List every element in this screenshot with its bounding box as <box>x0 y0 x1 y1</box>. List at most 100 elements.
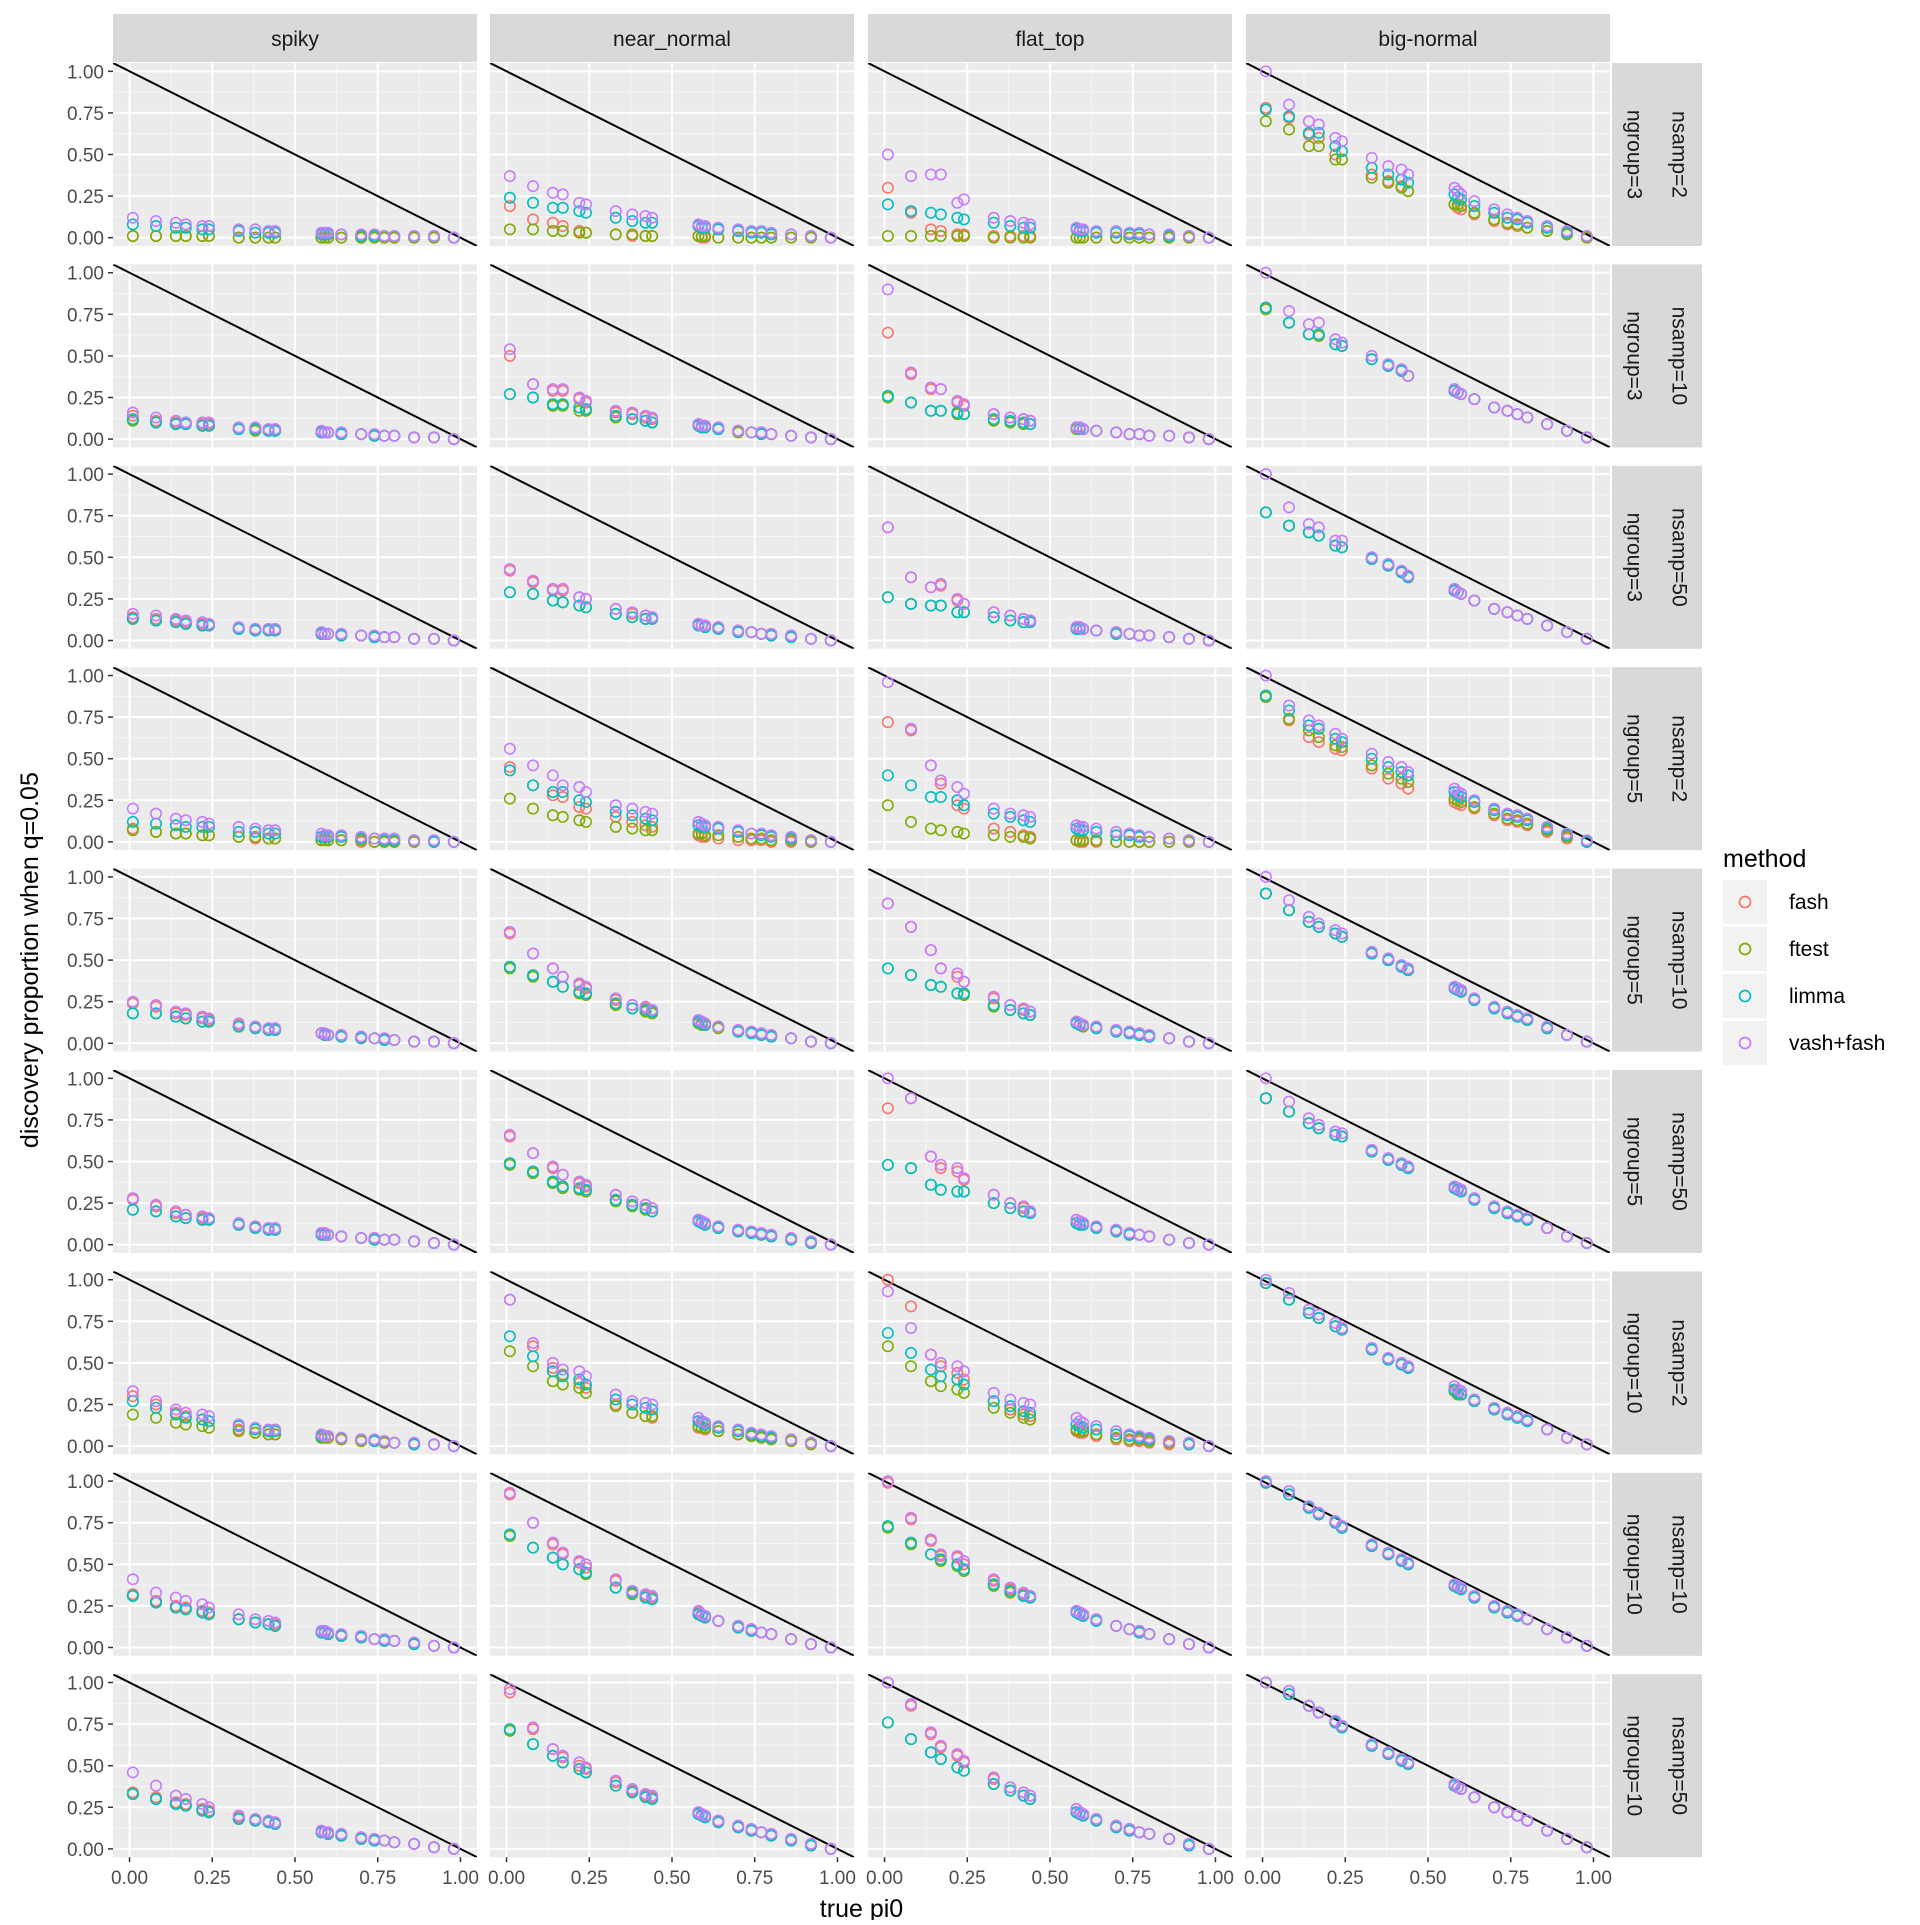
data-point <box>1329 333 1342 346</box>
data-point <box>1521 215 1534 228</box>
data-point <box>881 1716 894 1729</box>
data-point <box>202 1415 215 1428</box>
data-point <box>1382 358 1395 371</box>
data-point <box>1077 423 1090 436</box>
y-tick-label: 0.50 <box>67 750 104 771</box>
y-tick-label: 0.75 <box>67 1312 104 1333</box>
data-point <box>447 1238 460 1251</box>
data-point <box>1024 1789 1037 1802</box>
data-point <box>732 1023 745 1036</box>
data-point <box>1335 1719 1348 1732</box>
data-point <box>934 577 947 590</box>
data-point <box>1335 1321 1348 1334</box>
data-point <box>1580 230 1593 243</box>
data-point <box>1488 602 1501 615</box>
data-point <box>556 970 569 983</box>
data-point <box>1090 225 1103 238</box>
data-point <box>905 170 918 183</box>
x-tick-label: 0.25 <box>1327 1868 1364 1889</box>
data-point <box>556 1180 569 1193</box>
reference-line <box>113 868 477 1052</box>
data-point <box>126 409 139 422</box>
data-point <box>573 1759 586 1772</box>
x-tick-label: 0.25 <box>571 1868 608 1889</box>
data-point <box>626 1195 639 1208</box>
data-point <box>388 1033 401 1046</box>
data-point <box>1163 1435 1176 1448</box>
data-point <box>1488 206 1501 219</box>
data-point <box>1312 131 1325 144</box>
data-point <box>881 962 894 975</box>
data-point <box>262 1814 275 1827</box>
data-point <box>249 226 262 239</box>
data-point <box>639 230 652 243</box>
data-point <box>408 1235 421 1248</box>
data-point <box>232 621 245 634</box>
y-tick-label: 0.25 <box>67 1798 104 1819</box>
data-point <box>202 1801 215 1814</box>
data-point <box>1335 930 1348 943</box>
data-point <box>196 419 209 432</box>
data-point <box>1560 225 1573 238</box>
row-strip-label: nsamp=10 <box>1668 911 1691 1010</box>
data-point <box>503 1293 516 1306</box>
data-point <box>609 1581 622 1594</box>
data-point <box>934 230 947 243</box>
facet-panel <box>1246 1070 1610 1253</box>
data-point <box>1182 431 1195 444</box>
data-point <box>951 211 964 224</box>
data-point <box>1521 1212 1534 1225</box>
data-point <box>626 1398 639 1411</box>
data-point <box>503 761 516 774</box>
data-point <box>639 1588 652 1601</box>
facet-panel <box>1246 1472 1610 1656</box>
data-point <box>1017 416 1030 429</box>
x-tick-label: 0.00 <box>1244 1868 1281 1889</box>
data-point <box>646 807 659 820</box>
data-point <box>881 181 894 194</box>
data-point <box>556 1756 569 1769</box>
data-point <box>335 1028 348 1041</box>
data-point <box>804 632 817 645</box>
data-point <box>1541 1222 1554 1235</box>
data-point <box>824 1440 837 1453</box>
data-point <box>881 283 894 296</box>
data-point <box>1143 835 1156 848</box>
data-point <box>957 230 970 243</box>
data-point <box>1283 98 1296 111</box>
facet-panel <box>868 667 1232 851</box>
data-point <box>269 1816 282 1829</box>
data-point <box>951 799 964 812</box>
data-point <box>1077 820 1090 833</box>
data-point <box>269 824 282 837</box>
data-point <box>1329 1128 1342 1141</box>
data-point <box>987 1771 1000 1784</box>
data-point <box>179 814 192 827</box>
data-point <box>951 196 964 209</box>
reference-line <box>490 465 854 649</box>
data-point <box>355 1433 368 1446</box>
data-point <box>804 431 817 444</box>
data-point <box>1017 1205 1030 1218</box>
data-point <box>957 1558 970 1571</box>
data-point <box>1365 945 1378 958</box>
data-point <box>335 834 348 847</box>
data-point <box>1488 1200 1501 1213</box>
data-point <box>269 225 282 238</box>
data-point <box>1110 231 1123 244</box>
data-point <box>1382 772 1395 785</box>
data-point <box>196 220 209 233</box>
data-point <box>699 419 712 432</box>
data-point <box>1004 1784 1017 1797</box>
data-point <box>881 897 894 910</box>
data-point <box>126 1390 139 1403</box>
row-strip-inner <box>1657 1674 1702 1858</box>
data-point <box>408 834 421 847</box>
data-point <box>1521 817 1534 830</box>
data-point <box>1335 336 1348 349</box>
data-point <box>408 1636 421 1649</box>
data-point <box>1541 418 1554 431</box>
data-point <box>546 1160 559 1173</box>
data-point <box>1110 1431 1123 1444</box>
data-point <box>1283 712 1296 725</box>
